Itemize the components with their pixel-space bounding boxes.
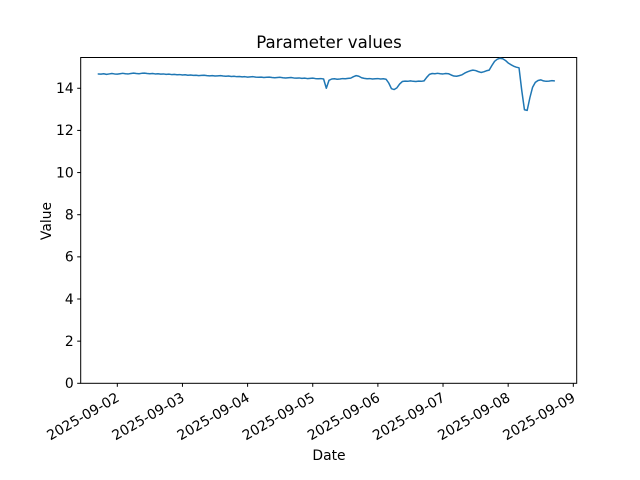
x-tick-label: 2025-09-09 (500, 390, 578, 444)
y-tick-label: 8 (65, 208, 74, 224)
y-tick-label: 10 (56, 165, 74, 181)
x-tick-label: 2025-09-05 (240, 390, 318, 444)
data-line (97, 57, 556, 112)
x-tick-label: 2025-09-04 (175, 390, 253, 444)
x-tick-label: 2025-09-06 (305, 390, 383, 444)
y-tick-label: 6 (65, 250, 74, 266)
chart-title: Parameter values (256, 33, 402, 52)
y-tick-label: 2 (65, 334, 74, 350)
y-tick-label: 12 (56, 123, 74, 139)
x-tick-label: 2025-09-08 (435, 390, 513, 444)
axes-frame (80, 57, 578, 384)
y-tick-label: 4 (65, 292, 74, 308)
y-tick-label: 0 (65, 376, 74, 392)
x-tick-label: 2025-09-03 (110, 390, 188, 444)
x-axis-label: Date (312, 448, 346, 464)
y-tick-label: 14 (56, 81, 74, 97)
x-tick-label: 2025-09-02 (44, 390, 122, 444)
x-tick-label: 2025-09-07 (370, 390, 448, 444)
